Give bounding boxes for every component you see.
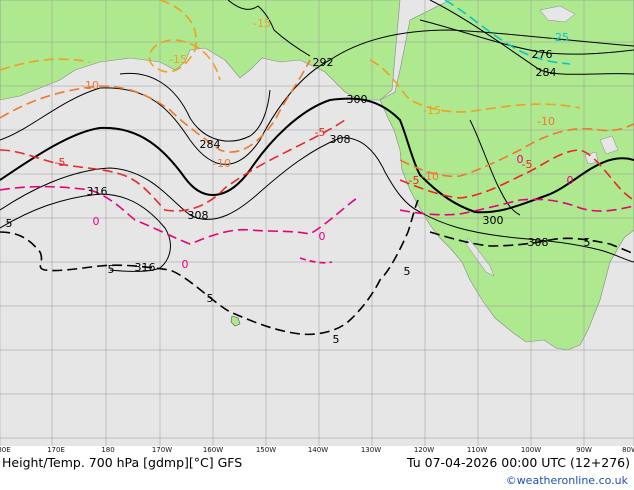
height-contour-284-east (429, 0, 634, 75)
longitude-label: 130W (360, 446, 382, 454)
longitude-label: 180 (101, 446, 115, 454)
height-contour-inner (469, 119, 521, 216)
temp-contour-label-18: 5 (404, 265, 411, 278)
height-contour-label-0: 276 (532, 48, 553, 61)
height-contour-308 (0, 137, 634, 263)
height-contour-label-5: 300 (483, 214, 504, 227)
height-contour-316 (0, 193, 171, 272)
height-contour-label-4: 300 (347, 93, 368, 106)
height-contour-label-8: 308 (528, 236, 549, 249)
temp-contour-label-2: -15 (169, 53, 187, 66)
height-contour-label-2: 284 (200, 138, 221, 151)
temp-contour-label-22: 5 (584, 236, 591, 249)
temp-contour-five (0, 199, 419, 336)
temp-contour-minus5-east (399, 149, 634, 201)
land-north-america (379, 0, 634, 351)
temp-contour-zero (0, 185, 361, 245)
valid-time: Tu 07-04-2026 00:00 UTC (12+276) (407, 455, 630, 470)
height-contour-284-west (119, 72, 271, 142)
temp-contour-label-16: 0 (517, 153, 524, 166)
temperature-contours (0, 0, 634, 336)
temp-contour-label-6: -10 (421, 170, 439, 183)
height-contour-label-7: 308 (188, 209, 209, 222)
credit-link[interactable]: ©weatheronline.co.uk (505, 474, 628, 487)
temp-contour-label-11: -5 (409, 174, 420, 187)
temp-contour-zero-east (399, 198, 634, 216)
height-contour-label-6: 308 (330, 133, 351, 146)
temp-contour-label-20: 5 (207, 292, 214, 305)
longitude-label: 150W (255, 446, 277, 454)
height-contour-label-3: 292 (313, 56, 334, 69)
longitude-label: 100W (520, 446, 542, 454)
temp-contour-label-9: -5 (522, 158, 533, 171)
contour-labels: 276 284 284 292 300 300 308 308 308 316 316 -25 -15 -… (6, 17, 591, 346)
temp-contour-label-5: -10 (537, 115, 555, 128)
graticule (0, 0, 634, 446)
height-contours (0, 0, 634, 272)
temp-contour-label-10: -5 (55, 156, 66, 169)
longitude-label: 80E (0, 446, 11, 454)
weather-map: 276 284 284 292 300 300 308 308 308 316 316 -25 -15 -… (0, 0, 634, 446)
longitude-label: 80W (622, 446, 634, 454)
temp-contour-label-0: -25 (551, 31, 569, 44)
temp-contour-minus15-c (369, 59, 581, 113)
temp-contour-label-14: 0 (319, 230, 326, 243)
gulf-of-california (465, 237, 495, 277)
temp-contour-label-8: -5 (315, 126, 326, 139)
longitude-label: 90W (576, 446, 592, 454)
temp-contour-label-15: 0 (182, 258, 189, 271)
temp-contour-minus15-a (148, 0, 221, 81)
temp-contour-label-17: 5 (6, 217, 13, 230)
longitude-label: 170E (47, 446, 65, 454)
temp-contour-label-21: 5 (108, 263, 115, 276)
longitude-label: 160W (202, 446, 224, 454)
temp-contour-label-1: -15 (253, 17, 271, 30)
longitude-label: 170W (151, 446, 173, 454)
temp-contour-label-4: -10 (81, 79, 99, 92)
temp-contour-minus15-b (0, 58, 91, 71)
longitude-label: 110W (466, 446, 488, 454)
height-contour-alaska (227, 0, 311, 57)
height-contour-292 (0, 29, 634, 165)
height-contour-276 (419, 19, 634, 55)
temp-contour-minus25 (444, 0, 571, 65)
temp-contour-minus10 (0, 59, 311, 153)
height-contour-300 (0, 97, 634, 214)
temp-contour-label-12: 0 (567, 174, 574, 187)
temp-contour-label-7: -10 (213, 157, 231, 170)
longitude-label: 120W (413, 446, 435, 454)
height-contour-label-10: 316 (135, 261, 156, 274)
temp-contour-label-3: -15 (423, 104, 441, 117)
temp-contour-label-13: 0 (93, 215, 100, 228)
land-hawaii (230, 315, 241, 327)
longitude-label: 140W (307, 446, 329, 454)
longitude-labels: 80E 170E 180 170W 160W 150W 140W 130W 120W 110W 10… (0, 446, 634, 456)
height-contour-label-9: 316 (87, 185, 108, 198)
temp-contour-minus5-west (0, 119, 346, 212)
temp-contour-minus10-east (399, 123, 634, 178)
temp-contour-five-east (429, 231, 634, 255)
map-title: Height/Temp. 700 hPa [gdmp][°C] GFS (2, 455, 243, 470)
temp-contour-zero-low (299, 257, 333, 264)
height-contour-label-1: 284 (536, 66, 557, 79)
temp-contour-label-19: 5 (333, 333, 340, 346)
